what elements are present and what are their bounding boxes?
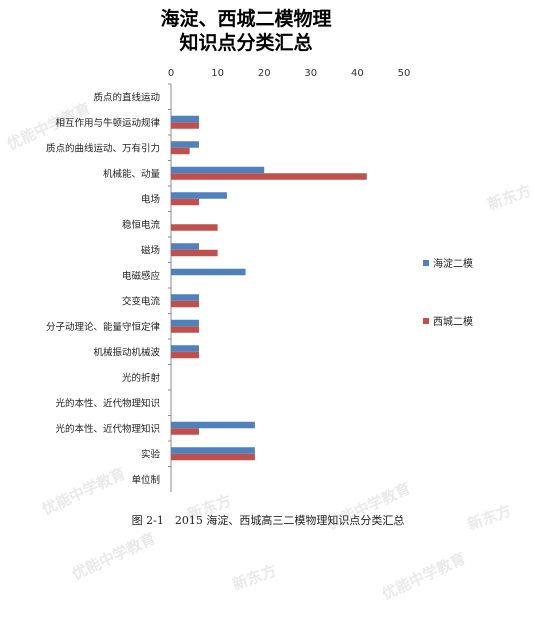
bars	[171, 115, 367, 461]
category-label: 光的本性、近代物理知识	[55, 423, 160, 435]
category-label: 机械振动机械波	[93, 346, 160, 358]
bar-series-2	[171, 428, 199, 435]
watermark-text: 新东方	[230, 561, 278, 593]
bar-series-2	[171, 453, 255, 461]
chart-title-line: 海淀、西城二模物理	[160, 7, 331, 30]
watermark-text: 优能中学教育	[379, 549, 468, 603]
bar-series-1	[171, 294, 199, 301]
bar-series-1	[171, 192, 227, 199]
category-label: 质点的直线运动	[93, 91, 160, 103]
bar-series-2	[171, 198, 199, 206]
category-label: 电磁感应	[122, 270, 161, 282]
bar-series-2	[171, 326, 199, 333]
category-label: 电场	[141, 193, 160, 205]
category-label: 光的本性、近代物理知识	[55, 397, 160, 409]
watermark-text: 优能中学教育	[69, 529, 158, 583]
bar-series-1	[171, 345, 199, 352]
legend-label: 西城二模	[433, 316, 473, 328]
x-tick-label: 10	[211, 68, 224, 79]
bar-series-2	[171, 224, 218, 231]
category-label: 磁场	[141, 244, 160, 256]
bar-series-2	[171, 173, 367, 180]
x-tick-label: 40	[351, 68, 364, 79]
watermark-text: 优能中学教育	[39, 464, 128, 518]
watermark-text: 新东方	[465, 501, 513, 533]
x-tick-label: 20	[258, 68, 271, 79]
bar-series-1	[171, 447, 255, 454]
category-label: 交变电流	[122, 295, 161, 307]
bar-series-2	[171, 249, 218, 257]
bar-series-1	[171, 166, 265, 174]
x-axis: 0 10 20 30 40 50	[168, 68, 411, 492]
legend-swatch	[423, 318, 429, 324]
category-label: 实验	[141, 448, 161, 460]
category-label: 分子动理论、能量守恒定律	[46, 321, 161, 333]
category-label: 机械能、动量	[103, 168, 161, 180]
y-axis: 质点的直线运动相互作用与牛顿运动规律质点的曲线运动、万有引力机械能、动量电场稳恒…	[46, 83, 171, 486]
bar-series-2	[171, 122, 199, 129]
bar-series-1	[171, 319, 199, 327]
chart-title-line: 知识点分类汇总	[179, 31, 312, 54]
x-tick-label: 50	[398, 68, 411, 79]
category-label: 相互作用与牛顿运动规律	[55, 117, 160, 129]
legend-label: 海淀二模	[433, 257, 473, 270]
category-label: 质点的曲线运动、万有引力	[46, 142, 160, 154]
category-label: 单位制	[131, 474, 160, 486]
figure-caption: 图 2-1 2015 海淀、西城高三二模物理知识点分类汇总	[132, 513, 405, 527]
bar-series-2	[171, 147, 190, 155]
watermark-text: 新东方	[485, 181, 533, 213]
legend-swatch	[423, 260, 429, 266]
x-tick-label: 0	[168, 68, 174, 79]
x-tick-label: 30	[304, 68, 317, 79]
bar-series-1	[171, 421, 255, 429]
bar-series-2	[171, 351, 199, 359]
bar-series-1	[171, 115, 199, 123]
category-label: 稳恒电流	[122, 219, 161, 231]
bar-series-2	[171, 300, 199, 308]
bar-series-1	[171, 268, 246, 276]
category-label: 光的折射	[122, 372, 161, 384]
bar-series-1	[171, 243, 199, 250]
bar-series-1	[171, 141, 199, 148]
